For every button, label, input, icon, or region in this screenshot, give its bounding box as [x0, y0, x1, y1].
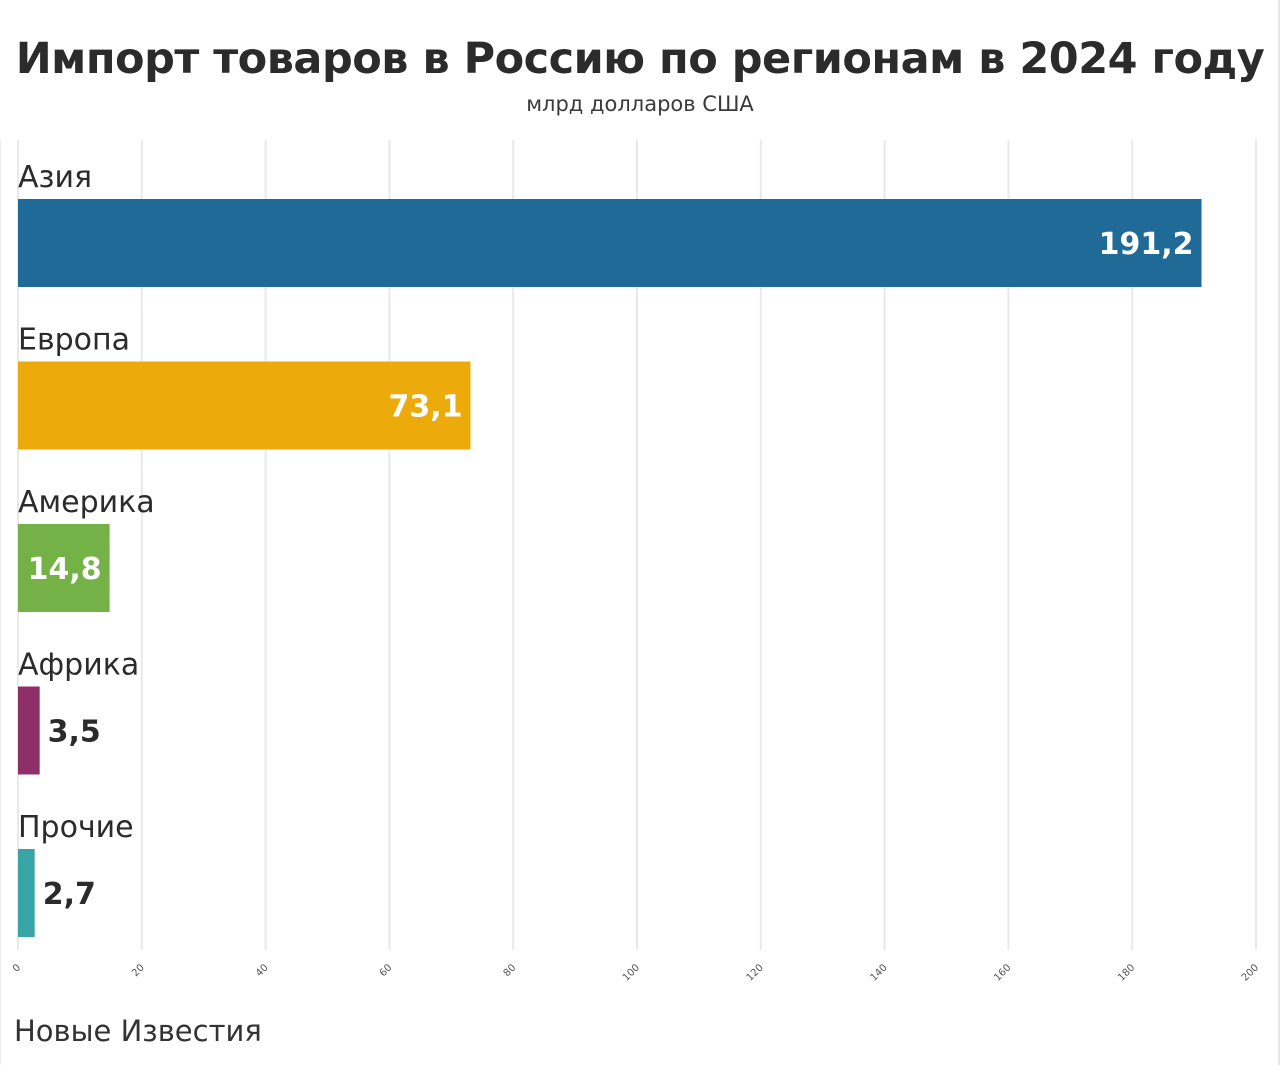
- x-tick-label: 100: [621, 962, 642, 983]
- bars: [18, 199, 1202, 937]
- right-frame-line: [1278, 0, 1280, 1065]
- bar-3: [18, 686, 40, 775]
- x-tick-label: 200: [1240, 962, 1261, 983]
- value-label: 2,7: [43, 877, 96, 912]
- source-label: Новые Известия: [14, 1014, 262, 1048]
- x-tick-label: 180: [1116, 962, 1137, 983]
- bar-4: [18, 849, 35, 937]
- x-tick-label: 0: [11, 962, 23, 974]
- x-tick-label: 40: [254, 962, 271, 979]
- x-axis-ticks: 0 20 40 60 80 100 120 140 160 180 200: [11, 962, 1261, 983]
- value-label: 73,1: [388, 390, 462, 425]
- value-label: 191,2: [1099, 227, 1194, 262]
- category-labels: Азия Европа Америка Африка Прочие: [18, 160, 155, 845]
- category-label: Европа: [18, 323, 130, 358]
- value-label: 3,5: [48, 715, 101, 750]
- value-labels: 191,2 73,1 14,8 3,5 2,7: [28, 227, 1194, 912]
- value-label: 14,8: [28, 552, 102, 587]
- bar-2: [18, 524, 110, 612]
- left-frame-line: [0, 140, 1, 1065]
- x-tick-label: 140: [868, 962, 889, 983]
- category-label: Америка: [18, 485, 155, 520]
- bar-0: [18, 199, 1202, 287]
- category-label: Африка: [18, 648, 139, 683]
- bar-1: [18, 361, 471, 450]
- x-tick-label: 60: [378, 962, 395, 979]
- category-label: Азия: [18, 160, 92, 195]
- x-tick-label: 80: [502, 962, 519, 979]
- x-tick-label: 160: [992, 962, 1013, 983]
- chart-subtitle: млрд долларов США: [526, 92, 754, 116]
- x-tick-label: 120: [745, 962, 766, 983]
- x-tick-label: 20: [130, 962, 147, 979]
- category-label: Прочие: [18, 810, 134, 845]
- chart-title: Импорт товаров в Россию по регионам в 20…: [15, 34, 1265, 84]
